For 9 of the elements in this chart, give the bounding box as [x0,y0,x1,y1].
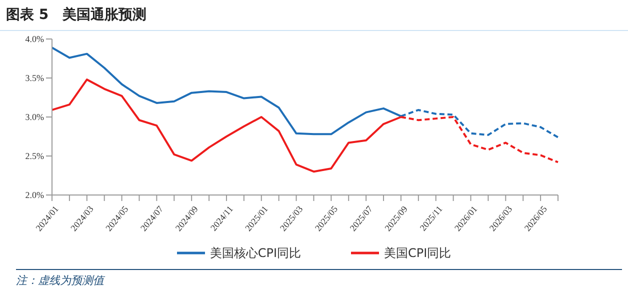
text: 注：虚线为预测值 [15,273,106,288]
y-tick-label: 4.0% [25,34,44,44]
y-tick-label: 3.0% [25,112,44,122]
y-tick-label: 3.5% [25,73,44,84]
y-tick-label: 2.5% [25,151,44,162]
legend-label: 美国CPI同比 [384,244,452,262]
chart-title: 图表 5 美国通胀预测 [0,0,628,31]
legend-label: 美国核心CPI同比 [210,244,301,262]
y-tick-label: 2.0% [25,190,44,200]
